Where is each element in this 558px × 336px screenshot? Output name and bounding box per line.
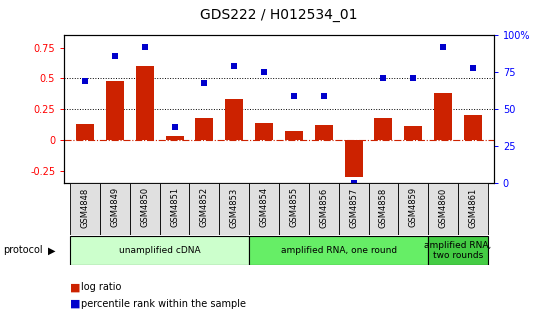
- Point: [469, 65, 478, 71]
- Bar: [136, 66, 153, 140]
- Bar: [374, 118, 392, 140]
- Bar: [70, 183, 100, 235]
- Point: [200, 80, 209, 85]
- Bar: [368, 183, 398, 235]
- Point: [439, 44, 448, 50]
- Point: [110, 53, 119, 59]
- Point: [319, 93, 328, 98]
- Bar: [458, 183, 488, 235]
- Bar: [339, 183, 368, 235]
- Text: GSM4849: GSM4849: [110, 187, 119, 227]
- Text: GDS222 / H012534_01: GDS222 / H012534_01: [200, 8, 358, 22]
- Point: [409, 76, 418, 81]
- Bar: [76, 124, 94, 140]
- Bar: [285, 131, 303, 140]
- Text: protocol: protocol: [3, 245, 42, 255]
- Text: log ratio: log ratio: [81, 282, 121, 292]
- Text: GSM4857: GSM4857: [349, 187, 358, 227]
- Bar: [345, 140, 363, 177]
- Bar: [70, 236, 249, 265]
- Bar: [315, 125, 333, 140]
- Text: amplified RNA, one round: amplified RNA, one round: [281, 246, 397, 255]
- Bar: [405, 126, 422, 140]
- Bar: [309, 183, 339, 235]
- Point: [230, 64, 239, 69]
- Bar: [190, 183, 219, 235]
- Text: GSM4852: GSM4852: [200, 187, 209, 227]
- Text: ▶: ▶: [49, 245, 56, 255]
- Point: [290, 93, 299, 98]
- Bar: [130, 183, 160, 235]
- Bar: [100, 183, 130, 235]
- Bar: [249, 183, 279, 235]
- Bar: [219, 183, 249, 235]
- Text: GSM4854: GSM4854: [259, 187, 268, 227]
- Text: GSM4850: GSM4850: [140, 187, 149, 227]
- Text: GSM4851: GSM4851: [170, 187, 179, 227]
- Bar: [428, 183, 458, 235]
- Bar: [255, 123, 273, 140]
- Point: [80, 78, 89, 84]
- Text: GSM4860: GSM4860: [439, 187, 448, 227]
- Text: percentile rank within the sample: percentile rank within the sample: [81, 299, 246, 309]
- Point: [379, 76, 388, 81]
- Text: GSM4855: GSM4855: [290, 187, 299, 227]
- Text: GSM4848: GSM4848: [80, 187, 89, 227]
- Bar: [464, 115, 482, 140]
- Bar: [249, 236, 428, 265]
- Text: amplified RNA,
two rounds: amplified RNA, two rounds: [425, 241, 492, 260]
- Bar: [225, 99, 243, 140]
- Bar: [160, 183, 190, 235]
- Text: GSM4861: GSM4861: [469, 187, 478, 227]
- Bar: [166, 136, 184, 140]
- Bar: [279, 183, 309, 235]
- Text: GSM4853: GSM4853: [230, 187, 239, 227]
- Bar: [428, 236, 488, 265]
- Bar: [195, 118, 213, 140]
- Bar: [398, 183, 428, 235]
- Bar: [106, 81, 124, 140]
- Text: GSM4859: GSM4859: [409, 187, 418, 227]
- Text: GSM4856: GSM4856: [319, 187, 328, 227]
- Point: [349, 180, 358, 186]
- Text: ■: ■: [70, 299, 80, 309]
- Bar: [434, 93, 452, 140]
- Text: unamplified cDNA: unamplified cDNA: [119, 246, 200, 255]
- Point: [140, 44, 149, 50]
- Point: [170, 124, 179, 130]
- Text: GSM4858: GSM4858: [379, 187, 388, 227]
- Text: ■: ■: [70, 282, 80, 292]
- Point: [259, 70, 268, 75]
